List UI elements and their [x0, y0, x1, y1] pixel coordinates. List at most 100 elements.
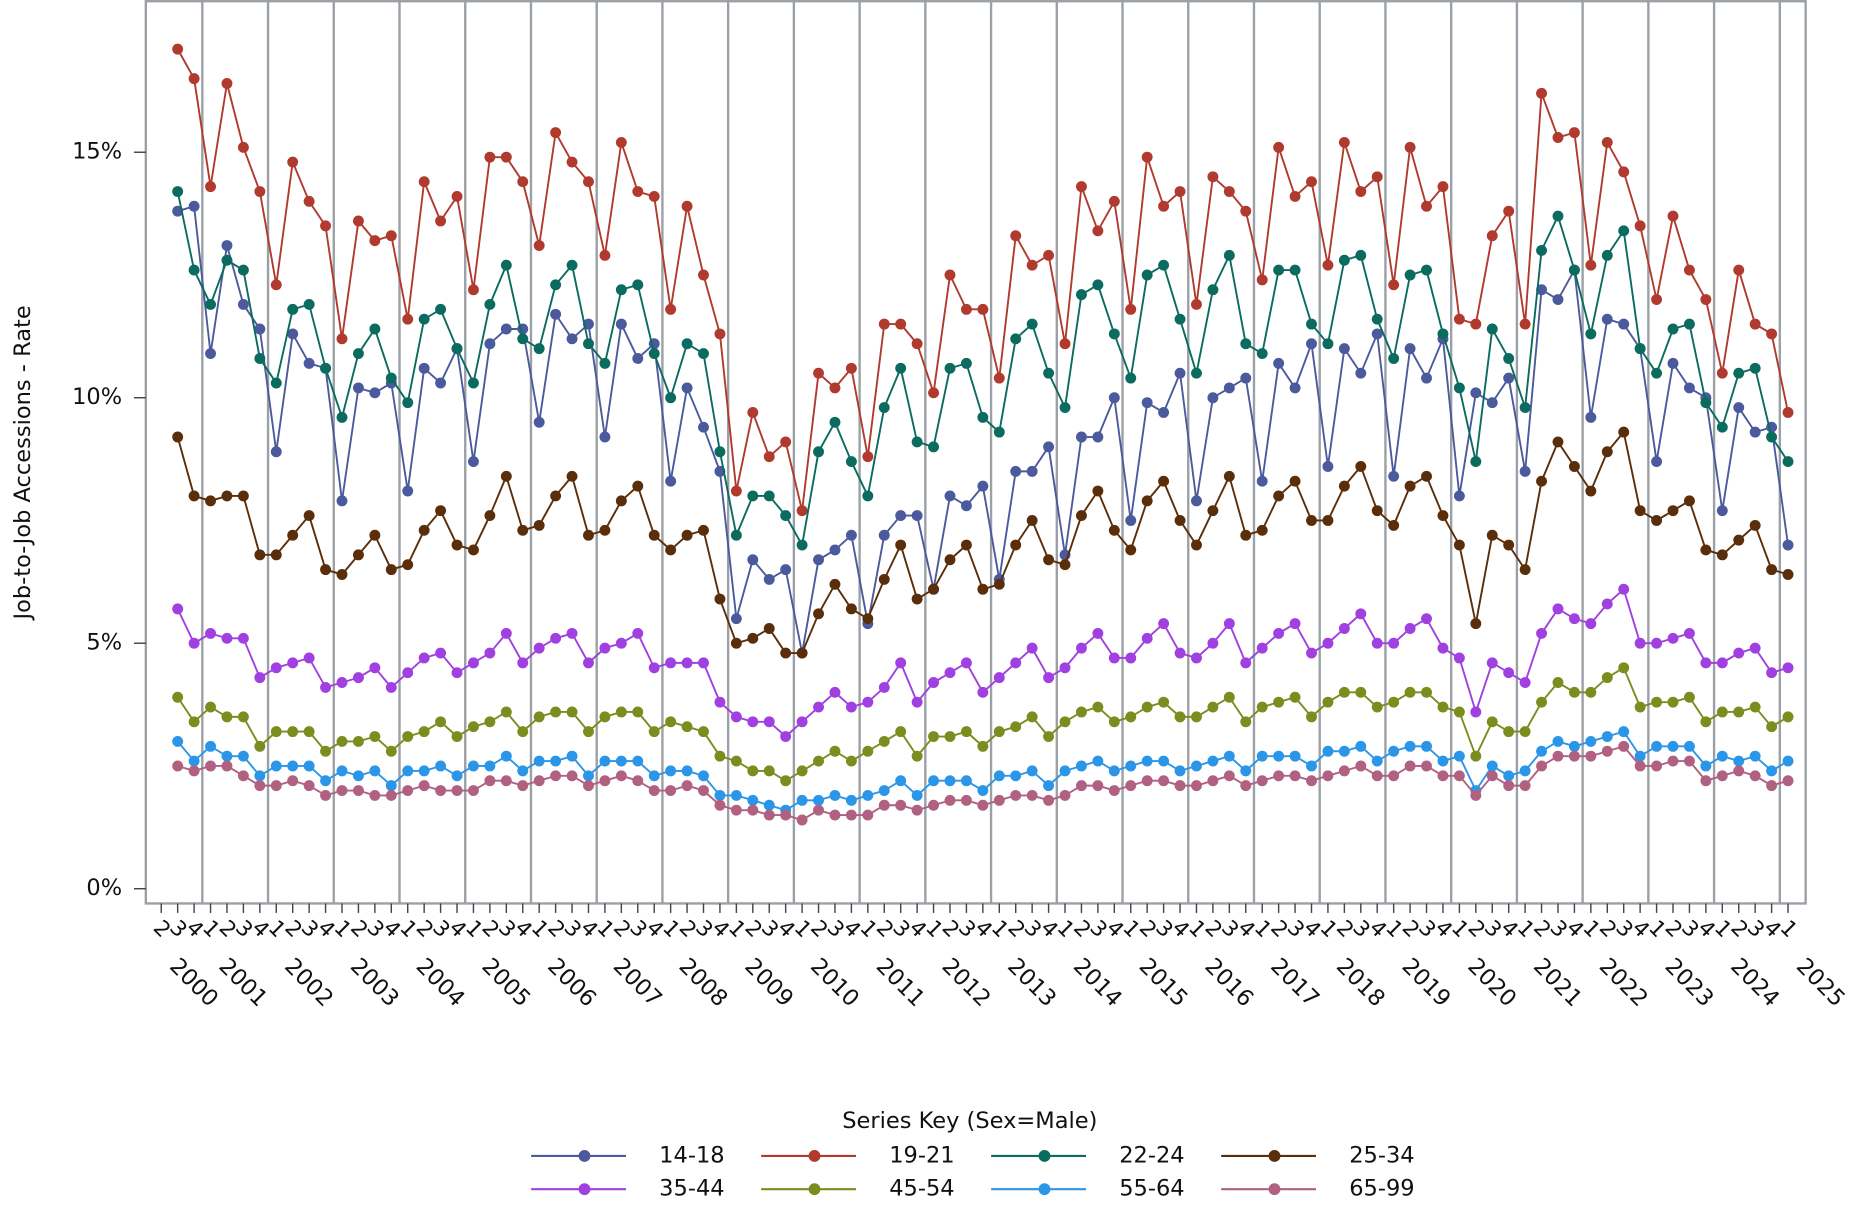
data-point	[1158, 775, 1170, 787]
data-point	[1043, 441, 1055, 453]
y-tick-label: 0%	[86, 875, 122, 901]
data-point	[665, 716, 677, 728]
data-point	[665, 544, 677, 556]
y-tick-label: 15%	[72, 139, 122, 165]
data-point	[1191, 539, 1202, 551]
data-point	[698, 657, 709, 669]
data-point	[1568, 750, 1580, 762]
data-point	[648, 785, 660, 796]
data-point	[1618, 662, 1630, 674]
data-point	[1404, 686, 1416, 698]
data-point	[1618, 225, 1630, 237]
data-point	[1240, 657, 1252, 669]
data-point	[1634, 701, 1646, 713]
data-point	[813, 554, 824, 566]
data-point	[1421, 372, 1432, 384]
data-point	[1486, 716, 1498, 728]
data-point	[205, 181, 216, 193]
data-point	[1470, 706, 1482, 718]
data-point	[1273, 490, 1285, 502]
data-point	[1306, 760, 1317, 772]
data-point	[517, 524, 529, 536]
data-point	[1766, 564, 1778, 576]
data-point	[484, 647, 496, 659]
data-point	[435, 647, 447, 659]
data-point	[928, 677, 940, 688]
data-point	[1716, 750, 1728, 762]
data-point	[1010, 721, 1022, 733]
data-point	[336, 677, 348, 688]
data-point	[763, 573, 775, 585]
data-point	[467, 721, 479, 733]
data-point	[1043, 731, 1055, 742]
data-point	[1158, 407, 1170, 418]
data-point	[829, 745, 841, 757]
data-point	[1355, 186, 1367, 197]
data-point	[730, 637, 742, 649]
data-point	[1108, 328, 1120, 340]
data-point	[1601, 745, 1613, 757]
data-point	[1158, 475, 1170, 487]
data-point	[1388, 279, 1400, 291]
data-point	[796, 505, 808, 517]
data-point	[1585, 618, 1597, 630]
data-point	[517, 333, 529, 345]
data-point	[1437, 328, 1449, 340]
legend-label: 19-21	[889, 1142, 954, 1168]
year-label: 2019	[1397, 953, 1456, 1012]
data-point	[205, 627, 216, 639]
data-point	[172, 735, 184, 747]
data-point	[303, 195, 315, 207]
data-point	[1437, 642, 1449, 654]
data-point	[878, 785, 890, 796]
data-point	[1371, 313, 1383, 325]
data-point	[599, 431, 611, 443]
data-point	[1306, 176, 1317, 188]
data-point	[188, 490, 200, 502]
data-point	[533, 755, 545, 767]
data-point	[1322, 338, 1334, 350]
data-point	[369, 731, 381, 742]
data-point	[1667, 505, 1679, 517]
data-point	[1207, 505, 1219, 517]
data-point	[1749, 701, 1761, 713]
data-point	[730, 755, 742, 767]
data-point	[1240, 780, 1252, 792]
year-label: 2000	[164, 953, 223, 1012]
data-point	[1585, 485, 1597, 497]
data-point	[1437, 755, 1449, 767]
legend-swatch-dot	[1268, 1150, 1281, 1162]
data-point	[550, 632, 562, 644]
data-point	[451, 785, 463, 796]
data-point	[1601, 672, 1613, 684]
data-point	[1700, 716, 1712, 728]
data-point	[1519, 765, 1531, 777]
data-point	[714, 799, 726, 811]
data-point	[730, 711, 742, 723]
data-point	[369, 765, 381, 777]
data-point	[780, 436, 792, 448]
data-point	[1651, 515, 1663, 526]
data-point	[418, 780, 430, 792]
data-point	[287, 303, 299, 315]
year-label: 2009	[739, 953, 798, 1012]
data-point	[418, 176, 430, 188]
data-point	[730, 613, 742, 625]
data-point	[632, 279, 644, 291]
year-label: 2007	[608, 953, 667, 1012]
data-point	[533, 775, 545, 787]
data-point	[1733, 765, 1745, 777]
data-point	[188, 264, 200, 276]
data-point	[1601, 136, 1613, 148]
data-point	[747, 490, 759, 502]
data-point	[1733, 706, 1745, 718]
data-point	[205, 348, 216, 360]
data-point	[1536, 627, 1548, 639]
data-point	[533, 416, 545, 428]
legend-label: 65-99	[1349, 1176, 1414, 1202]
y-tick-label: 10%	[72, 384, 122, 410]
data-point	[550, 755, 562, 767]
data-point	[566, 156, 578, 168]
year-label: 2005	[476, 953, 535, 1012]
data-point	[944, 794, 956, 806]
